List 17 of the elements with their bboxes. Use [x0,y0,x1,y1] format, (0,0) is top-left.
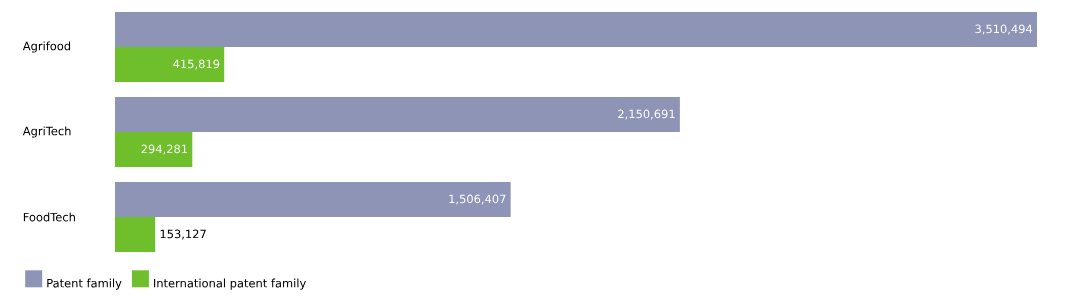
data-label: 3,510,494 [975,24,1033,35]
y-tick-label: FoodTech [23,212,75,222]
bar [115,11,1038,47]
data-label: 1,506,407 [449,194,506,205]
bar [115,46,225,83]
bar [115,181,511,217]
data-label: 153,127 [160,229,206,240]
bar [115,131,193,168]
legend-label: International patent family [154,278,306,290]
bar [115,96,680,132]
data-label: 415,819 [173,59,220,70]
data-label: 2,150,691 [618,109,675,120]
y-tick-label: Agrifood [22,41,71,53]
data-label: 294,281 [141,144,188,155]
bar [115,216,156,253]
y-tick-label: AgriTech [22,126,71,138]
legend-label: Patent family [47,278,122,290]
